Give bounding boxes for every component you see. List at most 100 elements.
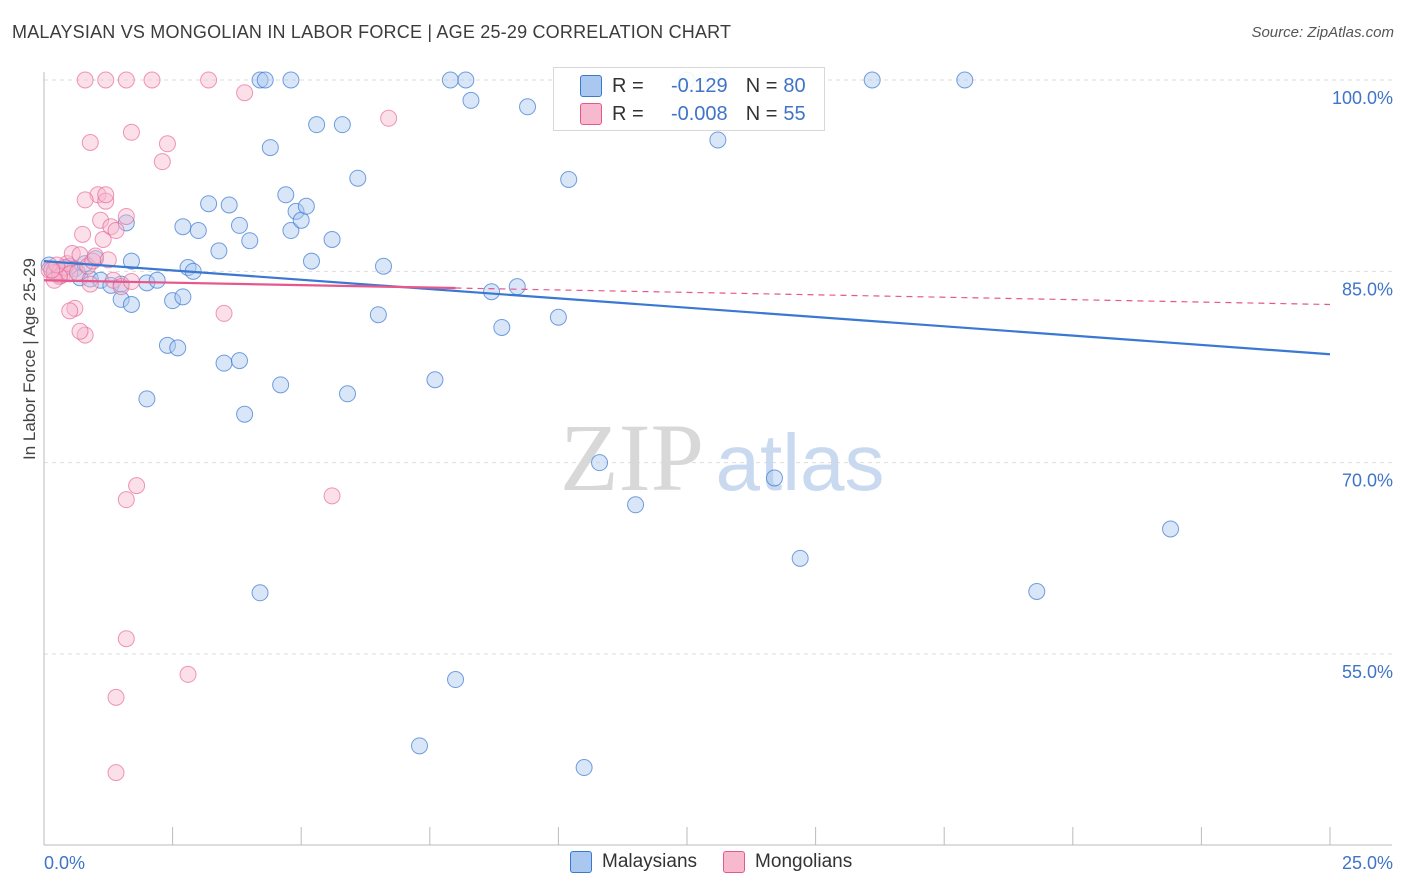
malaysian-point [411, 737, 429, 755]
malaysian-point [230, 216, 248, 234]
mongolian-point [61, 302, 79, 320]
malaysian-point [369, 306, 387, 324]
malaysian-point [200, 195, 218, 213]
mongolian-point [153, 153, 171, 171]
legend-r-label: R = [612, 74, 644, 97]
malaysian-point [122, 295, 140, 313]
y-tick-label: 85.0% [1342, 279, 1393, 299]
malaysian-point [349, 169, 367, 187]
mongolian-point [71, 322, 89, 340]
legend-row-malaysians: R = -0.129 N = 80 [554, 72, 806, 100]
malaysian-point [493, 318, 511, 336]
mongolians-trend-line-dashed [455, 287, 1331, 306]
malaysian-point [627, 496, 645, 514]
source-label: Source: ZipAtlas.com [1251, 24, 1394, 41]
malaysian-point [164, 292, 182, 310]
malaysian-point [1028, 582, 1046, 600]
mongolian-point [117, 207, 135, 225]
mongolians-trend-line-solid [43, 279, 456, 290]
malaysian-point [174, 218, 192, 236]
malaysian-point [709, 131, 727, 149]
grid-lines [44, 79, 1392, 655]
malaysian-point [457, 71, 475, 89]
legend-label-mongolians: Mongolians [755, 851, 853, 872]
x-tick-label-last: 25.0% [1342, 853, 1393, 873]
malaysian-point [241, 232, 259, 250]
mongolian-point [107, 764, 125, 782]
malaysian-point [282, 222, 300, 240]
legend-r-value: -0.129 [670, 74, 728, 97]
malaysian-point [210, 242, 228, 260]
mongolian-point [380, 109, 398, 127]
malaysian-point [138, 390, 156, 408]
legend-label-malaysians: Malaysians [602, 851, 698, 872]
legend-r-label: R = [612, 102, 644, 125]
malaysian-point [297, 197, 315, 215]
mongolian-point [76, 71, 94, 89]
mongolian-point [94, 230, 112, 248]
mongolian-point [76, 191, 94, 209]
axes [43, 72, 1392, 846]
malaysian-point [338, 385, 356, 403]
malaysian-point [277, 186, 295, 204]
malaysian-point [863, 71, 881, 89]
malaysian-point [508, 278, 526, 296]
legend-swatch-pink [580, 103, 602, 125]
mongolian-point [117, 491, 135, 509]
mongolian-point [215, 304, 233, 322]
malaysian-point [148, 271, 166, 289]
legend-n-label: N = [745, 74, 778, 97]
malaysian-point [272, 376, 290, 394]
malaysian-point [447, 671, 465, 689]
mongolian-point [97, 71, 115, 89]
malaysian-point [549, 308, 567, 326]
malaysian-point [189, 222, 207, 240]
malaysian-point [251, 584, 269, 602]
watermark-zip: ZIP [560, 404, 704, 511]
malaysian-point [122, 252, 140, 270]
legend-item-malaysians[interactable]: Malaysians [570, 851, 697, 873]
malaysian-point [765, 469, 783, 487]
legend-r-value: -0.008 [670, 102, 728, 125]
legend-item-mongolians[interactable]: Mongolians [723, 851, 852, 873]
mongolian-point [81, 134, 99, 152]
malaysians-points [40, 71, 1180, 777]
y-tick-labels: 100.0% 85.0% 70.0% 55.0% [1332, 88, 1393, 682]
legend-swatch-blue [570, 851, 592, 873]
mongolian-point [143, 71, 161, 89]
mongolian-point [97, 192, 115, 210]
malaysian-point [575, 759, 593, 777]
mongolian-point [236, 84, 254, 102]
mongolian-point [66, 299, 84, 317]
malaysian-point [158, 336, 176, 354]
x-tick-label-first: 0.0% [44, 853, 85, 873]
malaysian-point [426, 371, 444, 389]
malaysian-point [287, 202, 305, 220]
y-tick-label: 70.0% [1342, 471, 1393, 491]
malaysian-point [791, 549, 809, 567]
y-tick-label: 55.0% [1342, 662, 1393, 682]
mongolian-point [99, 251, 117, 269]
mongolian-point [92, 211, 110, 229]
mongolian-point [43, 261, 61, 279]
malaysian-point [308, 116, 326, 134]
mongolian-point [179, 665, 197, 683]
mongolian-point [200, 71, 218, 89]
mongolian-point [97, 186, 115, 204]
mongolian-point [158, 135, 176, 153]
mongolian-point [107, 688, 125, 706]
legend-swatch-blue [580, 75, 602, 97]
stats-legend: R = -0.129 N = 80 R = -0.008 N = 55 [553, 67, 825, 131]
malaysian-point [591, 454, 609, 472]
mongolian-point [81, 275, 99, 293]
y-tick-label: 100.0% [1332, 88, 1393, 108]
mongolians-points [40, 71, 398, 782]
malaysian-point [236, 405, 254, 423]
malaysian-point [483, 283, 501, 301]
malaysian-point [251, 71, 269, 89]
series-legend: Malaysians Mongolians [570, 851, 878, 873]
chart-title: MALAYSIAN VS MONGOLIAN IN LABOR FORCE | … [12, 22, 732, 42]
malaysians-trend-line [43, 260, 1331, 356]
legend-n-value: 80 [783, 74, 806, 97]
